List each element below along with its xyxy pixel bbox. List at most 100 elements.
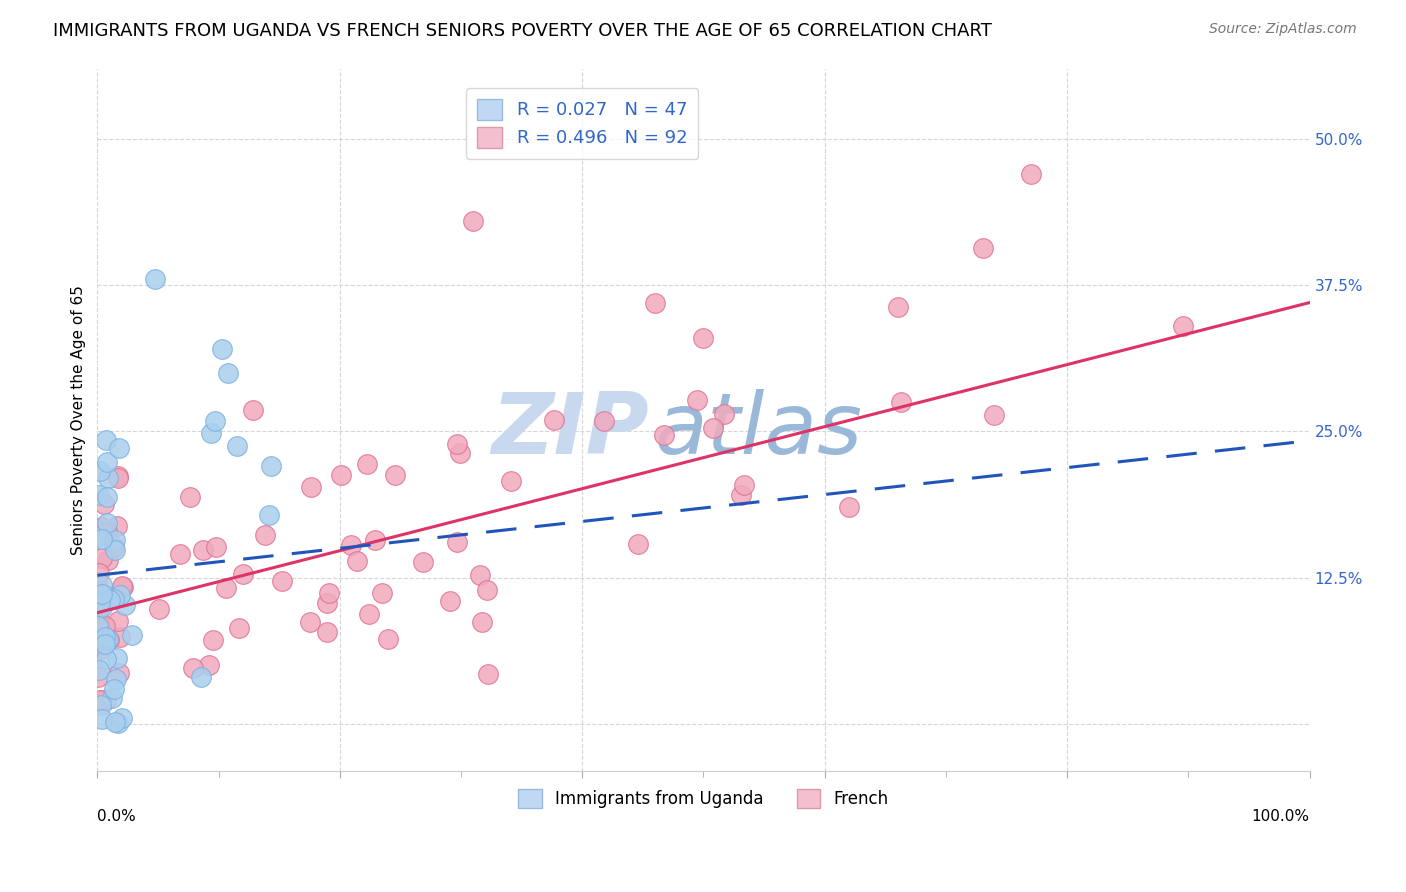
Point [364, 533, 387, 547]
Text: IMMIGRANTS FROM UGANDA VS FRENCH SENIORS POVERTY OVER THE AGE OF 65 CORRELATION : IMMIGRANTS FROM UGANDA VS FRENCH SENIORS… [53, 22, 993, 40]
Point [377, 632, 399, 646]
Point [93, 498, 115, 512]
Point [886, 300, 908, 314]
Point [97, 553, 120, 567]
Point [215, 582, 238, 596]
Point [89, 566, 111, 580]
Point [228, 621, 250, 635]
Point [89, 693, 111, 707]
Point [89, 620, 111, 634]
Point [89, 641, 111, 656]
Point [91, 532, 114, 546]
Point [104, 543, 127, 558]
Point [96, 434, 118, 448]
Point [318, 586, 340, 600]
Point [97, 471, 120, 485]
Point [111, 581, 134, 595]
Point [103, 591, 125, 606]
Point [475, 582, 498, 597]
Point [108, 630, 131, 644]
Point [98, 633, 121, 648]
Point [86, 574, 108, 589]
Point [103, 681, 125, 696]
Point [94, 637, 117, 651]
Point [90, 632, 112, 647]
Point [86, 607, 108, 622]
Point [972, 241, 994, 255]
Point [592, 414, 614, 428]
Point [121, 627, 143, 641]
Point [316, 596, 339, 610]
Point [204, 414, 226, 428]
Point [211, 343, 233, 357]
Text: ZIP: ZIP [491, 389, 650, 472]
Point [89, 595, 111, 609]
Point [90, 624, 112, 639]
Point [107, 614, 129, 628]
Point [652, 427, 675, 442]
Point [225, 439, 247, 453]
Point [477, 667, 499, 681]
Point [89, 663, 111, 677]
Point [346, 554, 368, 568]
Point [103, 540, 125, 554]
Point [356, 457, 378, 471]
Point [101, 690, 124, 705]
Point [108, 665, 131, 680]
Point [193, 543, 215, 558]
Text: 100.0%: 100.0% [1251, 809, 1309, 824]
Point [260, 459, 283, 474]
Point [730, 488, 752, 502]
Point [94, 588, 117, 602]
Point [190, 670, 212, 684]
Point [103, 533, 125, 547]
Point [1019, 167, 1042, 181]
Point [543, 413, 565, 427]
Point [692, 331, 714, 345]
Point [94, 652, 117, 666]
Point [87, 488, 110, 502]
Point [330, 468, 353, 483]
Point [179, 490, 201, 504]
Point [232, 567, 254, 582]
Point [838, 500, 860, 514]
Point [181, 661, 204, 675]
Point [107, 469, 129, 483]
Point [91, 550, 114, 565]
Point [86, 530, 108, 544]
Point [446, 437, 468, 451]
Point [90, 712, 112, 726]
Point [96, 693, 118, 707]
Point [463, 213, 485, 227]
Text: atlas: atlas [655, 389, 863, 472]
Point [86, 618, 108, 632]
Point [91, 524, 114, 538]
Point [1173, 318, 1195, 333]
Point [108, 441, 131, 455]
Point [110, 711, 132, 725]
Point [90, 578, 112, 592]
Text: 0.0%: 0.0% [97, 809, 136, 824]
Point [242, 402, 264, 417]
Point [200, 426, 222, 441]
Point [90, 698, 112, 713]
Point [299, 615, 322, 629]
Point [90, 599, 112, 614]
Point [91, 526, 114, 541]
Point [90, 693, 112, 707]
Point [98, 593, 121, 607]
Point [371, 585, 394, 599]
Point [87, 636, 110, 650]
Point [340, 538, 363, 552]
Point [384, 468, 406, 483]
Point [198, 658, 221, 673]
Point [983, 409, 1005, 423]
Legend: Immigrants from Uganda, French: Immigrants from Uganda, French [512, 782, 896, 815]
Point [107, 471, 129, 485]
Point [685, 393, 707, 408]
Point [87, 640, 110, 654]
Point [104, 672, 127, 686]
Point [107, 715, 129, 730]
Point [446, 534, 468, 549]
Point [90, 519, 112, 533]
